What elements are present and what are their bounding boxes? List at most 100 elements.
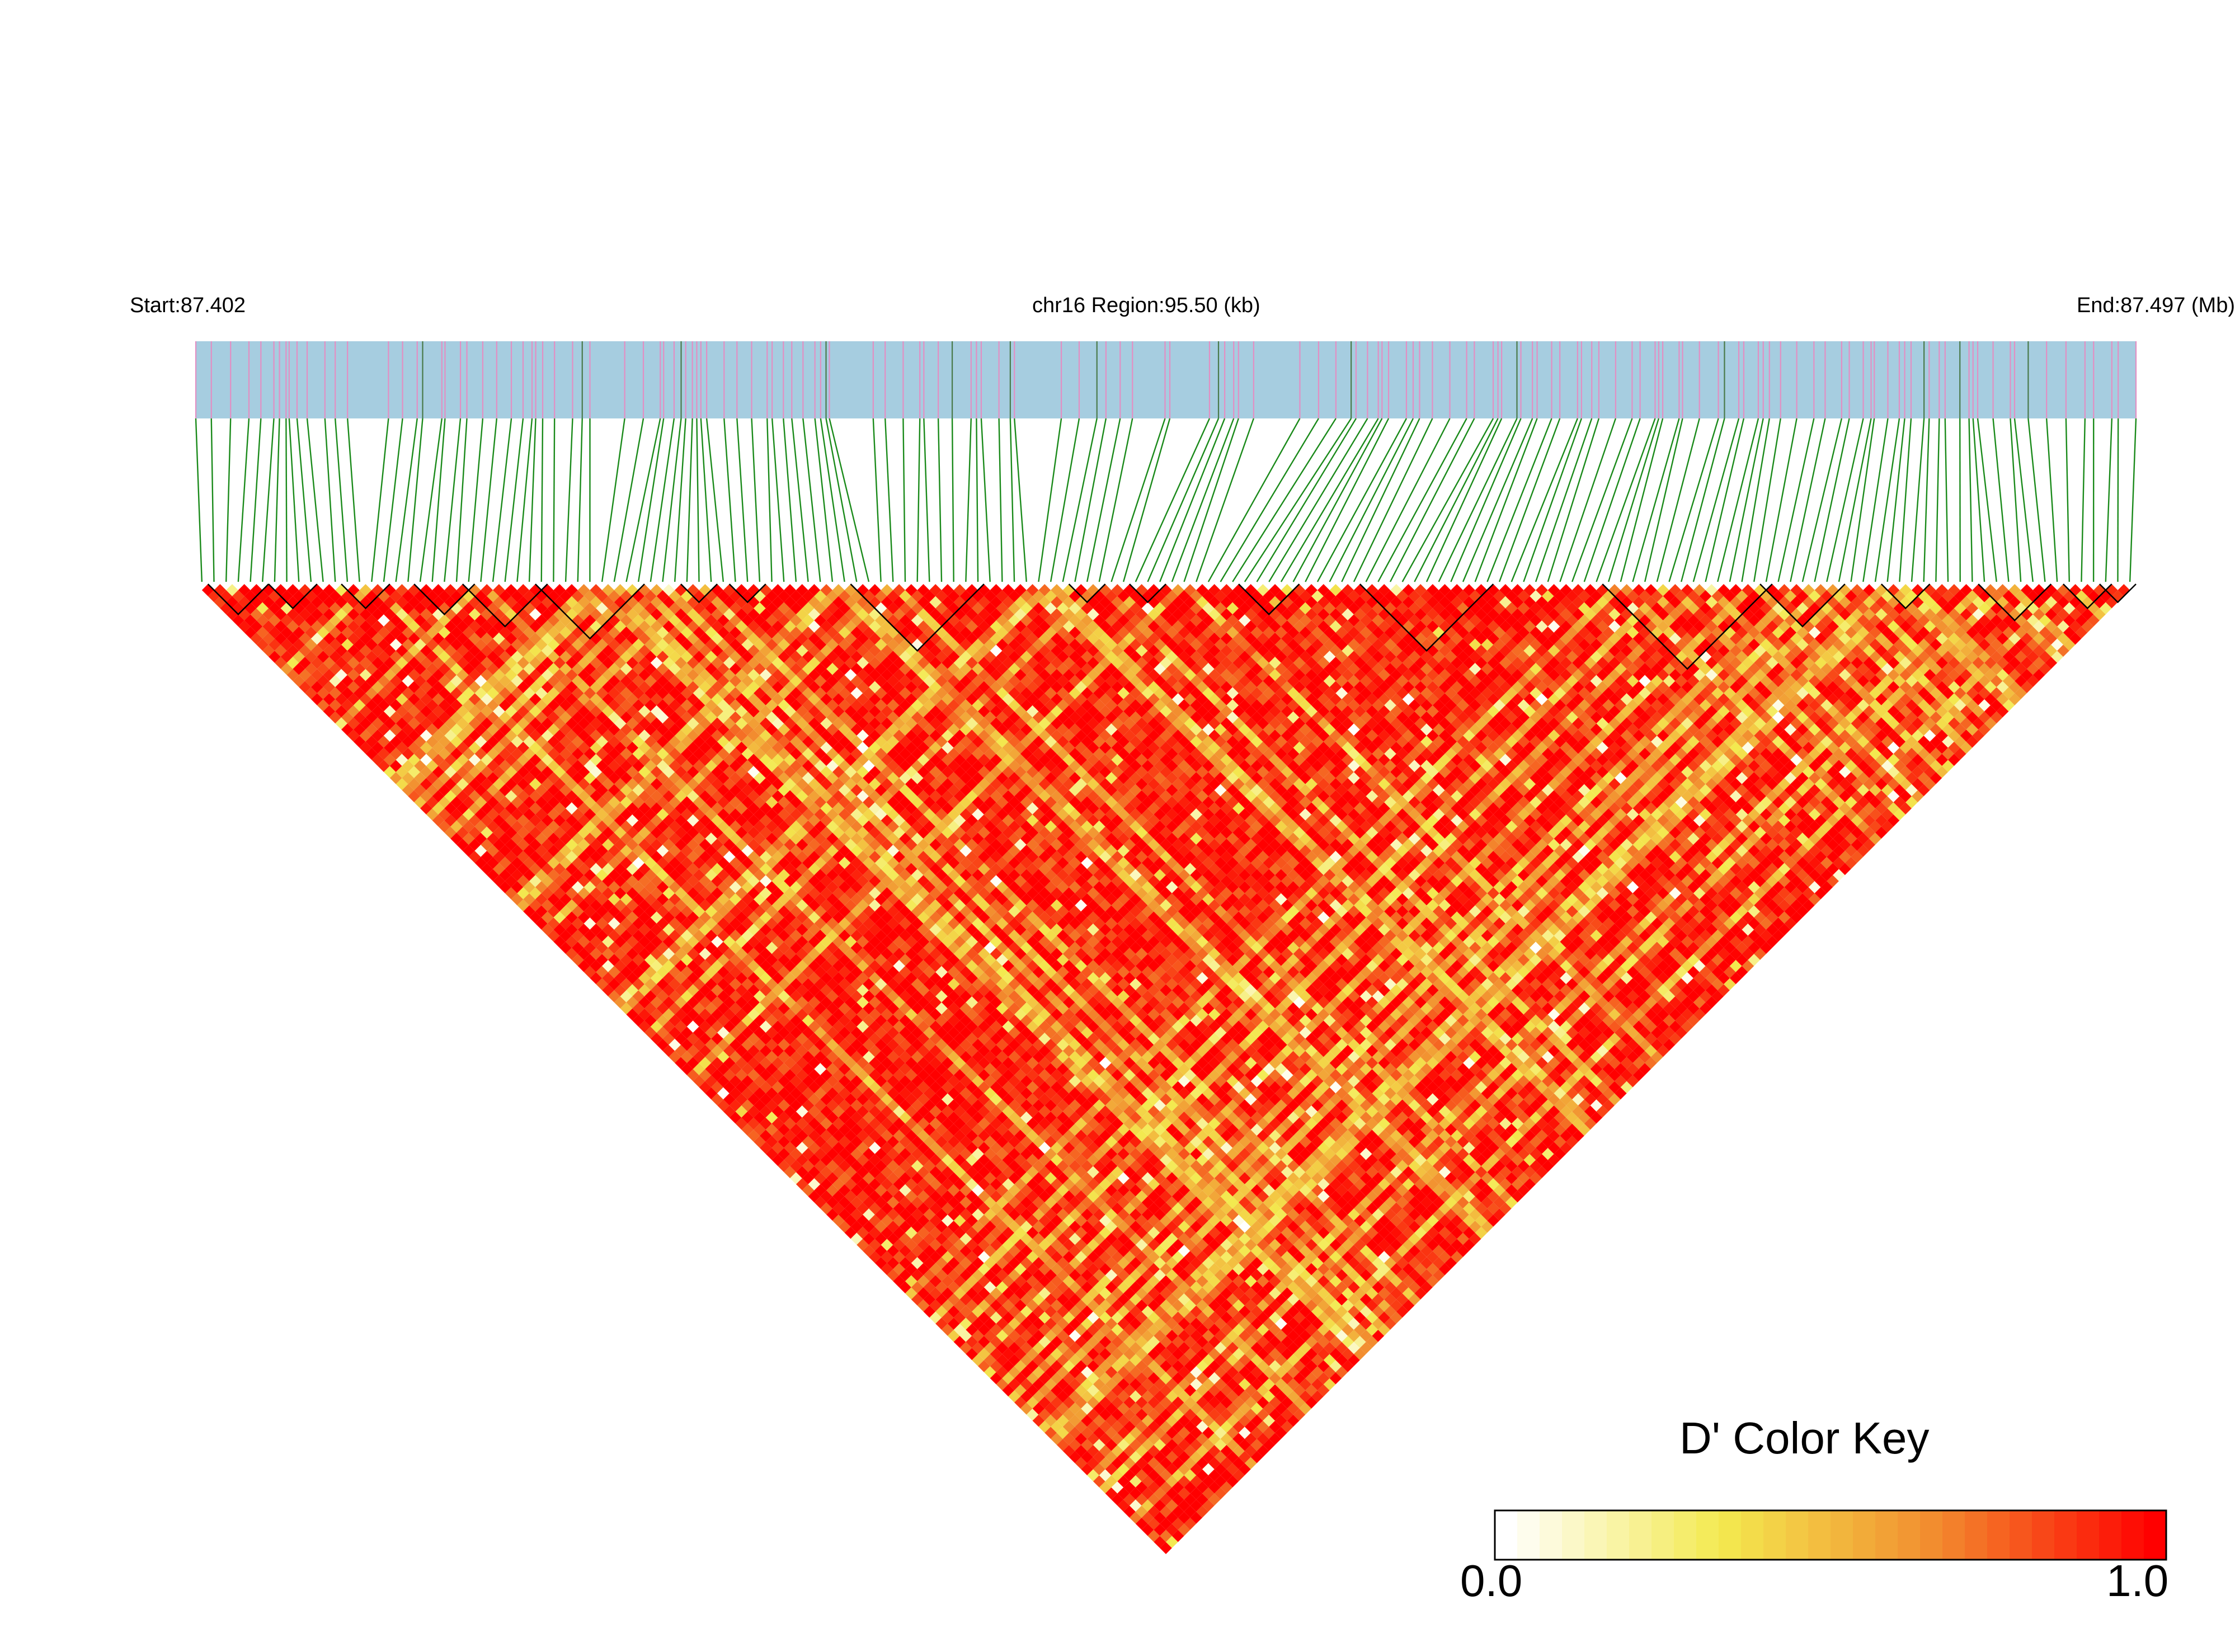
ld-cell [820, 1129, 832, 1142]
ld-cell [917, 1299, 930, 1312]
ld-cell [432, 717, 445, 730]
ld-cell [899, 1281, 911, 1293]
ld-cell [771, 1129, 784, 1142]
ld-cell [844, 1129, 857, 1142]
ld-cell [675, 1008, 687, 1021]
ld-cell [535, 869, 548, 882]
ld-cell [383, 669, 396, 681]
ld-cell [269, 651, 281, 663]
ld-cell [577, 863, 590, 876]
ld-cell [450, 808, 463, 821]
ld-cell [978, 1311, 990, 1324]
ld-cell [1147, 1505, 1160, 1518]
ld-cell [814, 1136, 827, 1148]
ld-cell [644, 1002, 657, 1015]
ld-cell [462, 760, 475, 772]
snp-connector [1977, 418, 1997, 582]
snp-connector [1316, 418, 1408, 582]
ld-cell [1166, 1463, 1178, 1476]
ld-cell [996, 1281, 1009, 1293]
snp-connector [1899, 418, 1912, 582]
snp-connector [1014, 418, 1027, 582]
ld-cell [1123, 1420, 1136, 1433]
ld-cell [1147, 1457, 1160, 1470]
snp-connector [2013, 418, 2034, 582]
ld-cell [778, 1063, 791, 1075]
snp-connector [383, 418, 403, 582]
ld-cell [505, 814, 517, 827]
ld-cell [953, 1299, 966, 1312]
ld-cell [402, 735, 415, 748]
ld-cell [754, 1136, 766, 1148]
ld-cell [1141, 1451, 1154, 1463]
ld-cell [656, 978, 669, 991]
ld-cell [305, 626, 317, 639]
snp-connector [1923, 418, 1930, 582]
ld-cell [990, 1360, 1003, 1372]
ld-cell [693, 990, 705, 1003]
snp-connector [751, 418, 761, 582]
ld-cell [317, 638, 330, 651]
ld-cell [602, 984, 614, 996]
ld-cell [341, 638, 354, 651]
snp-connector [696, 418, 700, 582]
ld-cell [523, 856, 535, 869]
ld-cell [389, 760, 402, 772]
ld-cell [432, 766, 445, 778]
ld-cell [1099, 1420, 1112, 1433]
ld-cell [693, 1002, 705, 1015]
ld-cell [274, 632, 287, 645]
ld-cell [1111, 1420, 1124, 1433]
ld-cell [262, 620, 275, 633]
ld-cell [244, 602, 257, 615]
ld-cell [638, 984, 651, 996]
ld-cell [1099, 1384, 1112, 1397]
ld-cell [899, 1256, 911, 1269]
ld-cell [814, 1184, 827, 1197]
ld-cell [959, 1305, 972, 1318]
ld-cell [754, 1087, 766, 1100]
ld-cell [723, 1020, 736, 1033]
ld-cell [450, 760, 463, 772]
ld-cell [1105, 1427, 1118, 1439]
ld-cell [553, 839, 566, 851]
snp-connector [480, 418, 498, 582]
ld-cell [329, 711, 342, 724]
ld-cell [547, 869, 560, 882]
ld-cell [972, 1342, 984, 1354]
ld-cell [966, 1251, 978, 1263]
snp-connector [419, 418, 443, 582]
ld-cell [656, 1002, 669, 1015]
ld-cell [650, 1020, 663, 1033]
snp-connector [771, 418, 785, 582]
snp-connector [1826, 418, 1864, 582]
snp-connector [1790, 418, 1826, 582]
ld-cell [1135, 1457, 1148, 1470]
ld-cell [984, 1366, 996, 1378]
ld-cell [735, 1117, 748, 1130]
ld-cell [457, 814, 469, 827]
ld-cell [990, 1311, 1003, 1324]
ld-cell [771, 1154, 784, 1166]
ld-cell [250, 596, 263, 609]
ld-cell [747, 1093, 760, 1106]
ld-cell [408, 778, 420, 790]
ld-cell [286, 644, 299, 657]
ld-cell [1135, 1505, 1148, 1518]
ld-cell [917, 1287, 930, 1300]
snp-connector [2027, 418, 2046, 582]
ld-cell [1062, 1408, 1075, 1421]
snp-connector [976, 418, 979, 582]
ld-cell [717, 1014, 730, 1027]
ld-cell [620, 929, 633, 942]
ld-cell [1111, 1444, 1124, 1457]
ld-cell [402, 747, 415, 760]
ld-cell [299, 608, 311, 621]
ld-cell [790, 1099, 802, 1112]
ld-cell [1032, 1317, 1045, 1330]
ld-cell [1008, 1366, 1020, 1378]
ld-cell [293, 626, 305, 639]
ld-cell [863, 1232, 875, 1245]
ld-cell [571, 929, 584, 942]
